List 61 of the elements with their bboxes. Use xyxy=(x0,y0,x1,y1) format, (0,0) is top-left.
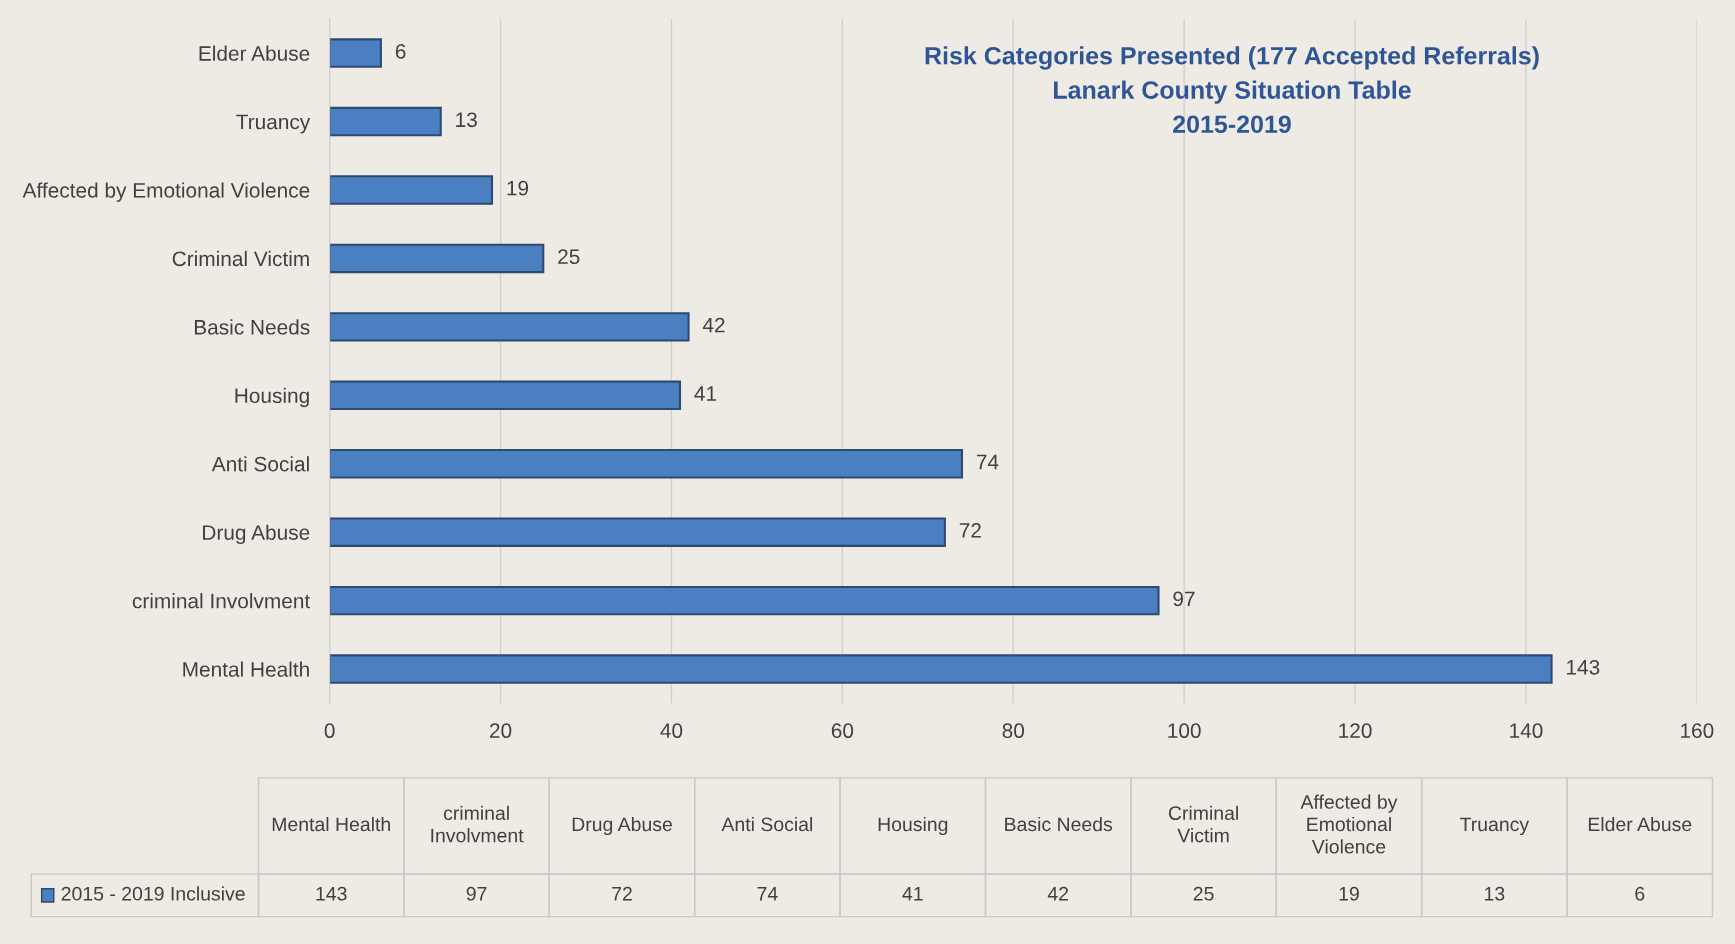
data-label: 72 xyxy=(612,886,632,901)
category-label: Elder Abuse xyxy=(1588,816,1692,832)
data-label: 143 xyxy=(1567,659,1600,675)
legend-label: 2015 - 2019 Inclusive xyxy=(61,886,245,901)
category-label: Affected by Emotional Violence xyxy=(1300,794,1398,854)
bar xyxy=(329,585,1160,616)
text: Risk Categories Presented (177 Accepted Referrals) Lanark County Situation Table 2015-2019 xyxy=(925,46,1539,134)
bar xyxy=(329,175,494,205)
y-tick-label: Elder Abuse xyxy=(199,45,310,61)
y-tick-label: Drug Abuse xyxy=(203,524,310,545)
bar xyxy=(329,243,545,274)
data-label: 13 xyxy=(456,112,477,128)
x-tick-label: 0 xyxy=(324,723,335,739)
bar xyxy=(329,380,682,411)
y-tick-label: criminal Involvment xyxy=(132,593,311,609)
data-label: 19 xyxy=(507,180,529,196)
category-label: Criminal Victim xyxy=(1168,805,1238,843)
bar xyxy=(329,449,964,479)
x-tick-label: 20 xyxy=(490,723,512,739)
x-tick-label: 120 xyxy=(1339,723,1372,739)
data-label: 74 xyxy=(976,454,999,470)
data-label: 143 xyxy=(316,886,347,901)
x-tick-label: 60 xyxy=(831,723,854,739)
data-label: 42 xyxy=(1047,886,1069,901)
category-label: Drug Abuse xyxy=(572,816,672,836)
data-label: 25 xyxy=(1193,886,1214,901)
y-tick-label: Anti Social xyxy=(211,456,309,472)
data-label: 6 xyxy=(1635,886,1645,901)
category-label: criminal Involvment xyxy=(431,805,524,843)
data-label: 19 xyxy=(1339,886,1359,901)
category-label: Anti Social xyxy=(721,816,813,832)
data-label: 6 xyxy=(395,43,406,59)
category-label: Truancy xyxy=(1460,817,1530,836)
x-tick-label: 160 xyxy=(1681,723,1714,739)
data-label: 74 xyxy=(757,887,778,901)
data-label: 13 xyxy=(1485,886,1505,901)
bar xyxy=(329,312,690,342)
data-label: 97 xyxy=(466,886,487,901)
category-label: Housing xyxy=(878,816,948,836)
data-label: 97 xyxy=(1173,591,1195,607)
data-label: 41 xyxy=(902,887,923,901)
data-label: 42 xyxy=(702,317,725,333)
bar xyxy=(329,517,946,547)
x-tick-label: 100 xyxy=(1168,723,1201,739)
data-label: 25 xyxy=(558,249,580,265)
y-tick-label: Mental Health xyxy=(183,661,309,677)
bar xyxy=(329,38,382,68)
x-tick-label: 40 xyxy=(660,723,683,739)
bar xyxy=(329,106,442,137)
data-label: 41 xyxy=(694,386,717,401)
bar xyxy=(329,654,1553,684)
category-label: Mental Health xyxy=(272,816,390,832)
y-tick-label: Truancy xyxy=(236,114,311,134)
x-tick-label: 80 xyxy=(1002,723,1025,739)
data-label: 72 xyxy=(959,523,981,538)
x-tick-label: 140 xyxy=(1510,723,1543,739)
category-label: Basic Needs xyxy=(1005,816,1113,832)
y-tick-label: Housing xyxy=(235,387,309,408)
y-tick-label: Affected by Emotional Violence xyxy=(22,182,310,202)
y-tick-label: Criminal Victim xyxy=(172,250,309,267)
y-tick-label: Basic Needs xyxy=(194,319,310,335)
